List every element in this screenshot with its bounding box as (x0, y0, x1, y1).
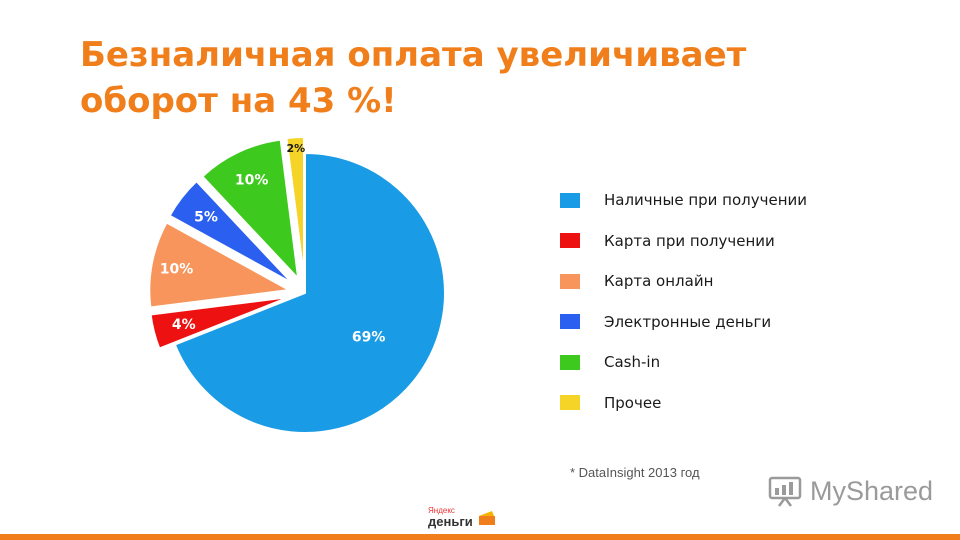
pie-label-nalichnye: 69% (352, 329, 386, 345)
slide-title: Безналичная оплата увеличивает оборот на… (80, 35, 747, 121)
pie-slice-cash-in (200, 138, 300, 282)
pie-label-karta-pri-poluchenii: 4% (172, 317, 196, 333)
yandex-money-logo: Яндекс деньги (428, 500, 520, 534)
pie-label-prochee: 2% (286, 142, 305, 155)
legend-label-elektronnye-dengi: Электронные деньги (604, 312, 772, 331)
pie-slice-nalichnye (173, 151, 446, 434)
wallet-icon (478, 511, 495, 525)
legend-item-karta-pri-poluchenii: Карта при получении (560, 221, 807, 262)
logo-brand: Яндекс (428, 505, 455, 515)
pie-label-karta-onlain: 10% (160, 261, 194, 277)
legend-label-karta-onlain: Карта онлайн (604, 272, 714, 291)
pie-slice-karta-onlain (148, 221, 293, 309)
legend-swatch-karta-pri-poluchenii (560, 233, 580, 249)
pie-slice-karta-pri-poluchenii (149, 295, 290, 350)
logo-text: Яндекс деньги (428, 505, 473, 529)
pie-label-cash-in: 10% (235, 173, 269, 189)
legend-item-prochee: Прочее (560, 383, 807, 424)
legend-swatch-nalichnye (560, 192, 580, 208)
chart-legend: Наличные при получении Карта при получени… (560, 180, 807, 423)
legend-swatch-cash-in (560, 354, 580, 370)
logo-product: деньги (428, 513, 473, 529)
legend-label-nalichnye: Наличные при получении (604, 191, 808, 210)
legend-label-cash-in: Cash-in (604, 353, 661, 372)
legend-swatch-elektronnye-dengi (560, 314, 580, 330)
pie-slice-prochee (285, 136, 305, 278)
legend-item-elektronnye-dengi: Электронные деньги (560, 302, 807, 343)
legend-label-prochee: Прочее (604, 393, 662, 412)
watermark: MyShared (768, 475, 933, 507)
pie-slice-elektronnye-dengi (168, 179, 294, 285)
pie-label-elektronnye-dengi: 5% (194, 209, 218, 225)
source-note: * DataInsight 2013 год (570, 465, 700, 480)
legend-swatch-prochee (560, 395, 580, 411)
legend-swatch-karta-onlain (560, 273, 580, 289)
watermark-text: MyShared (810, 475, 934, 506)
bottom-accent-bar (0, 534, 960, 540)
legend-item-nalichnye: Наличные при получении (560, 180, 807, 221)
legend-label-karta-pri-poluchenii: Карта при получении (604, 231, 775, 250)
legend-item-karta-onlain: Карта онлайн (560, 261, 807, 302)
presentation-board-icon (768, 476, 802, 507)
legend-item-cash-in: Cash-in (560, 342, 807, 383)
